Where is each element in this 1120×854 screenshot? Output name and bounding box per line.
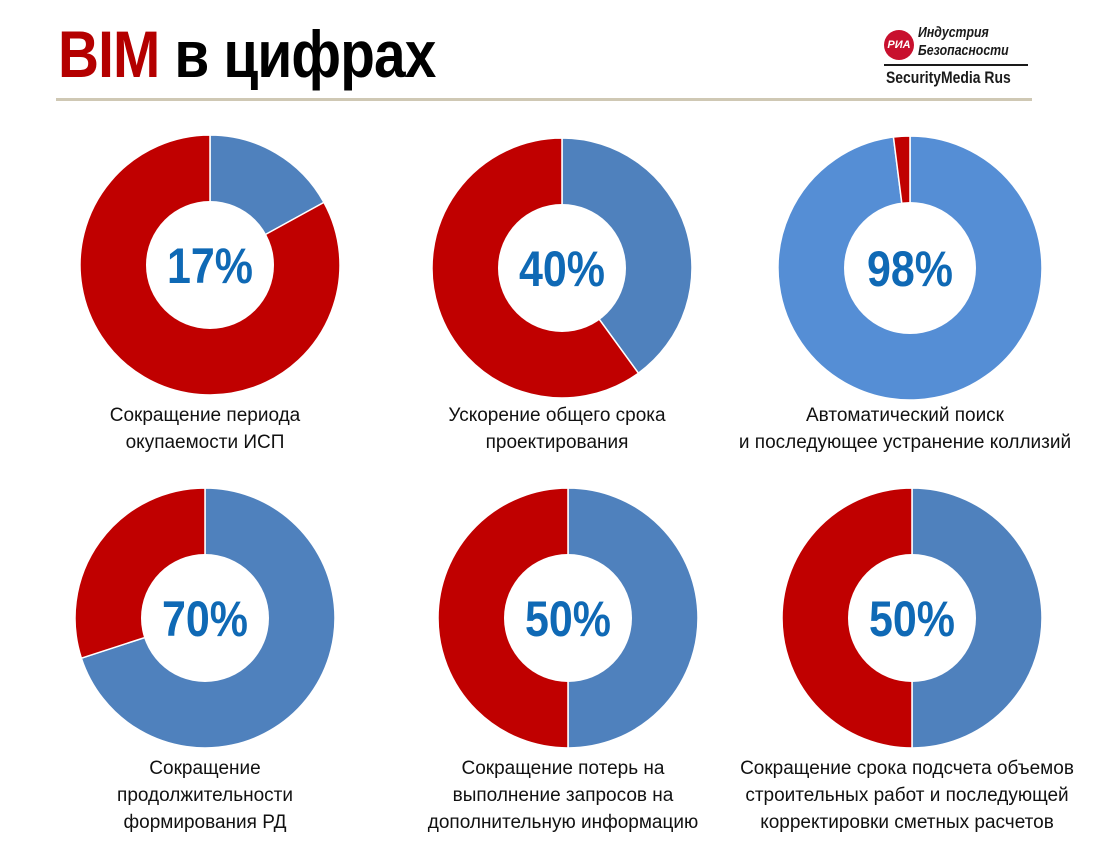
- donut-3-caption-line-1: Автоматический поиск: [806, 405, 1004, 426]
- donut-3-hole: [844, 202, 976, 334]
- donut-6-slice-1: [911, 487, 1043, 749]
- donut-1-hole: [146, 201, 274, 329]
- donut-2-caption: Ускорение общего срока проектирования: [377, 402, 737, 456]
- donut-6-hole: [848, 554, 976, 682]
- donut-2-caption-line-1: Ускорение общего срока: [448, 405, 666, 426]
- donut-4-caption-line-1: Сокращение: [149, 758, 261, 779]
- logo-divider: [884, 64, 1028, 66]
- donut-1-caption-line-1: Сокращение периода: [109, 405, 301, 426]
- donut-5-caption: Сокращение потерь на выполнение запросов …: [383, 755, 743, 836]
- donut-1-slice-2: [79, 134, 341, 396]
- donut-4-percent-label: 70%: [162, 591, 248, 647]
- title-divider: [56, 98, 1032, 101]
- page-title: BIM в цифрах: [58, 14, 436, 94]
- donut-4-caption-line-2: продолжительности: [117, 785, 293, 806]
- donut-5-caption-line-3: дополнительную информацию: [427, 812, 699, 833]
- logo-line-1: Индустрия: [918, 24, 989, 41]
- publisher-logo: РИА Индустрия Безопасности SecurityMedia…: [880, 18, 1030, 92]
- donut-5-slice-1: [567, 487, 699, 749]
- donut-2-slice-1: [561, 137, 693, 375]
- donut-6-slice-2: [781, 487, 913, 749]
- logo-line-2: Безопасности: [918, 42, 1009, 59]
- title-rest: в цифрах: [159, 17, 436, 91]
- donut-1-caption-line-2: окупаемости ИСП: [125, 432, 285, 453]
- donut-1-caption: Сокращение периода окупаемости ИСП: [25, 402, 385, 456]
- donut-2-percent-label: 40%: [519, 241, 605, 297]
- donut-4-hole: [141, 554, 269, 682]
- donut-3-caption-line-2: и последующее устранение коллизий: [738, 432, 1072, 453]
- donut-2-hole: [498, 204, 626, 332]
- title-accent: BIM: [58, 17, 160, 91]
- donut-5-slice-2: [437, 487, 569, 749]
- donut-4-caption-line-3: формирования РД: [123, 812, 287, 833]
- donut-6-caption: Сокращение срока подсчета объемов строите…: [727, 755, 1087, 836]
- donut-3-caption: Автоматический поиск и последующее устран…: [725, 402, 1085, 456]
- logo-badge: РИА: [884, 30, 914, 60]
- donut-5-caption-line-2: выполнение запросов на: [452, 785, 674, 806]
- donut-5-hole: [504, 554, 632, 682]
- donut-4-caption: Сокращение продолжительности формирования …: [25, 755, 385, 836]
- donut-6-caption-line-3: корректировки сметных расчетов: [760, 812, 1054, 833]
- donut-6-caption-line-1: Сокращение срока подсчета объемов: [740, 758, 1074, 779]
- donut-2-caption-line-2: проектирования: [485, 432, 629, 453]
- donut-6-percent-label: 50%: [869, 591, 955, 647]
- logo-brand: SecurityMedia Rus: [886, 68, 1011, 87]
- donut-1-percent-label: 17%: [167, 238, 253, 294]
- donut-5-percent-label: 50%: [525, 591, 611, 647]
- donut-6-caption-line-2: строительных работ и последующей: [745, 785, 1069, 806]
- donut-3-percent-label: 98%: [867, 241, 953, 297]
- donut-5-caption-line-1: Сокращение потерь на: [461, 758, 665, 779]
